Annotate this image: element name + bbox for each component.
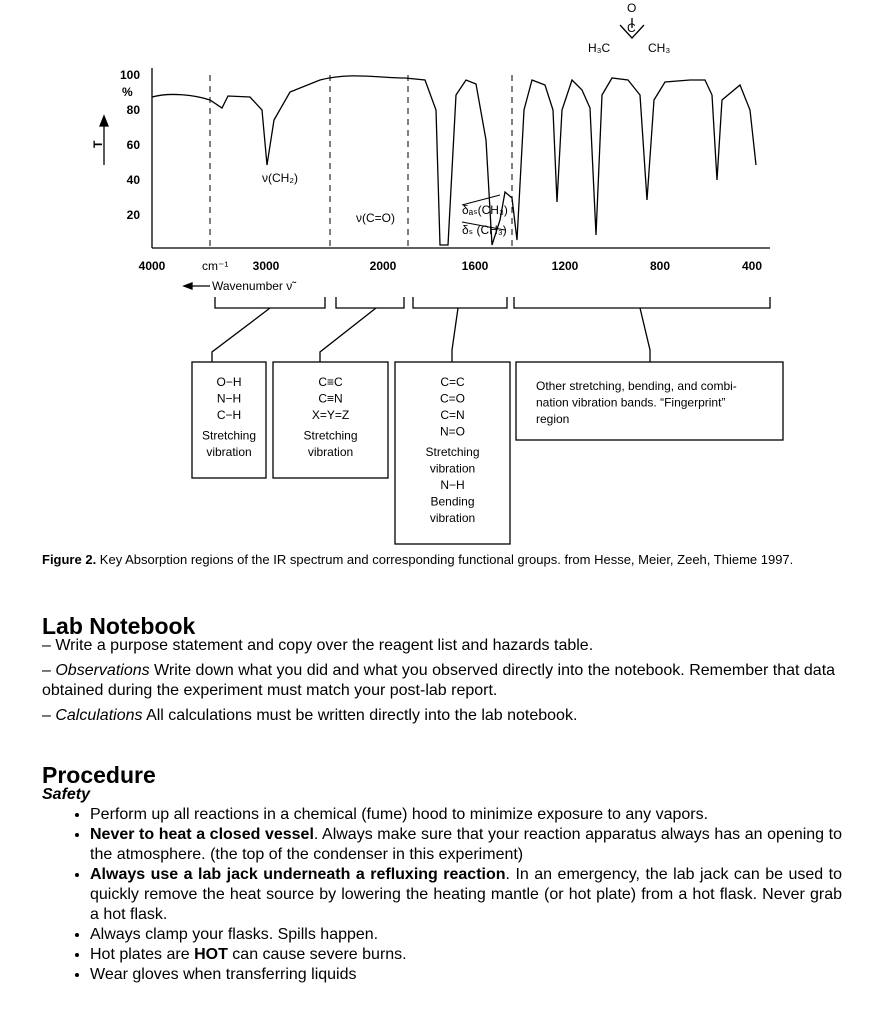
annotation: δₛ (CH₃)	[462, 223, 507, 237]
text-run: HOT	[194, 946, 228, 963]
functional-group: X=Y=Z	[312, 408, 349, 422]
functional-group: O−H	[216, 375, 241, 389]
functional-group: N−H	[217, 392, 241, 406]
functional-group: C=N	[440, 408, 464, 422]
region-box	[394, 361, 511, 545]
functional-group: C≡C	[318, 375, 343, 389]
safety-list: Perform up all reactions in a chemical (…	[42, 805, 842, 985]
text-run: Observations	[55, 662, 150, 679]
text-run: Figure 2.	[42, 552, 97, 567]
region-caption: vibration	[308, 445, 353, 459]
text-run: Calculations	[55, 707, 143, 724]
y-tick-label: 20	[127, 208, 141, 222]
x-tick-label: 1200	[552, 259, 579, 273]
region-description: Other stretching, bending, and combi-	[536, 379, 737, 393]
region-caption: Stretching	[202, 429, 256, 443]
safety-item: Hot plates are HOT can cause severe burn…	[90, 945, 842, 965]
text-run: – Write a purpose statement and copy ove…	[42, 637, 594, 654]
notebook-line: – Write a purpose statement and copy ove…	[42, 636, 842, 656]
section-title: Procedure	[42, 762, 156, 788]
notebook-lines: – Write a purpose statement and copy ove…	[42, 636, 842, 726]
text-run: Always use a lab jack underneath a reflu…	[90, 866, 506, 883]
safety-item: Wear gloves when transferring liquids	[90, 965, 842, 985]
functional-group: C=C	[440, 375, 465, 389]
notebook-line: – Calculations All calculations must be …	[42, 706, 842, 726]
text-run: can cause severe burns.	[227, 946, 407, 963]
y-tick-label: 80	[127, 103, 141, 117]
text-run: Key Absorption regions of the IR spectru…	[96, 552, 794, 567]
ir-figure: 100 80 60 40 20% T 4000 3000 2000 1600 1200 800 400 c…	[91, 1, 784, 545]
text-run: Wear gloves when transferring liquids	[90, 966, 357, 983]
text-run: Hot plates are	[90, 946, 195, 963]
text-run: –	[42, 662, 56, 679]
text-run: Write down what you did and what you obs…	[42, 662, 836, 699]
lab-notebook: Lab Notebook – Write a purpose statement…	[42, 613, 842, 731]
text-run: Always clamp your flasks. Spills happen.	[90, 926, 379, 943]
x-tick-label: 1600	[462, 259, 489, 273]
functional-group: C=O	[440, 392, 465, 406]
x-axis-label: Wavenumber ν̃	[212, 279, 297, 293]
region-description: nation vibration bands. “Fingerprint”	[536, 396, 725, 410]
x-tick-label: 800	[650, 259, 670, 273]
functional-group: N=O	[440, 425, 465, 439]
x-tick-label: 400	[742, 259, 762, 273]
safety-item: Never to heat a closed vessel. Always ma…	[90, 825, 842, 865]
region-caption: vibration	[430, 511, 475, 525]
region-caption: vibration	[206, 445, 251, 459]
subsection-title: Safety	[42, 786, 91, 803]
molecule-label: O	[627, 1, 636, 15]
text-run: –	[42, 707, 56, 724]
text-run: . In an emergency, the lab jack can be u…	[90, 866, 843, 923]
y-unit: %	[122, 85, 133, 99]
functional-group: C−H	[217, 408, 241, 422]
notebook-line: – Observations Write down what you did a…	[42, 661, 842, 701]
annotation: ν(CH₂)	[262, 171, 298, 185]
procedure: Procedure Safety Perform up all reaction…	[42, 762, 842, 985]
y-tick-label: 60	[127, 138, 141, 152]
region-box	[191, 361, 267, 479]
molecule-label: C	[627, 21, 636, 35]
annotation: ν(C=O)	[356, 211, 395, 225]
region-description: region	[536, 412, 569, 426]
region-caption: Stretching	[425, 445, 479, 459]
section-title: Lab Notebook	[42, 613, 196, 639]
safety-item: Perform up all reactions in a chemical (…	[90, 805, 842, 825]
region-caption: Bending	[430, 495, 474, 509]
region-caption: Stretching	[303, 429, 357, 443]
figure-caption: Figure 2. Key Absorption regions of the …	[42, 552, 842, 568]
figure-frame	[99, 18, 771, 362]
text-run: Never to heat a closed vessel	[90, 826, 314, 843]
region-box	[272, 361, 389, 479]
y-axis-label: T	[91, 140, 105, 148]
safety-item: Always clamp your flasks. Spills happen.	[90, 925, 842, 945]
region-box	[515, 361, 784, 441]
region-caption: N−H	[440, 478, 464, 492]
x-tick-label: 2000	[370, 259, 397, 273]
functional-group: C≡N	[318, 392, 342, 406]
x-tick-label: 3000	[253, 259, 280, 273]
text-run: All calculations must be written directl…	[142, 707, 578, 724]
text-run: Perform up all reactions in a chemical (…	[90, 806, 709, 823]
safety-item: Always use a lab jack underneath a reflu…	[90, 865, 842, 925]
x-unit: cm⁻¹	[202, 259, 228, 273]
x-tick-label: 4000	[139, 259, 166, 273]
y-tick-label: 100	[120, 68, 140, 82]
text-run: . Always make sure that your reaction ap…	[90, 826, 842, 863]
annotation: δₐₛ(CH₃)	[462, 203, 508, 217]
region-caption: vibration	[430, 462, 475, 476]
y-tick-label: 40	[127, 173, 141, 187]
molecule-label: CH₃	[648, 41, 670, 55]
molecule-label: H₃C	[588, 41, 611, 55]
